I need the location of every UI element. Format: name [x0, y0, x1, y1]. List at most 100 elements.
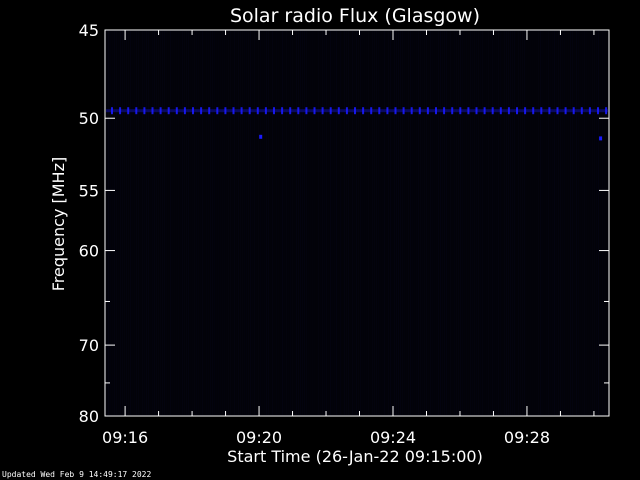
noise-streak: [124, 31, 125, 415]
noise-streak: [106, 31, 107, 415]
noise-streak: [526, 31, 527, 415]
noise-streak: [586, 31, 587, 415]
noise-streak: [294, 31, 295, 415]
noise-streak: [584, 31, 585, 415]
emission-band-dash: [264, 107, 267, 115]
emission-band-dash: [313, 107, 316, 115]
noise-streak: [274, 31, 275, 415]
noise-streak: [348, 31, 349, 415]
noise-streak: [514, 31, 515, 415]
y-tick-label: 55: [79, 181, 99, 200]
emission-band-dash: [208, 107, 211, 115]
noise-streak: [480, 31, 481, 415]
noise-streak: [444, 31, 445, 415]
noise-streak: [112, 31, 113, 415]
noise-streak: [396, 31, 397, 415]
noise-streak: [460, 31, 461, 415]
noise-streak: [290, 31, 291, 415]
noise-streak: [456, 31, 457, 415]
noise-streak: [192, 31, 193, 415]
emission-band-dash: [475, 107, 478, 115]
noise-streak: [508, 31, 509, 415]
noise-streak: [530, 31, 531, 415]
y-tick-label: 70: [79, 336, 99, 355]
noise-streak: [118, 31, 119, 415]
noise-streak: [306, 31, 307, 415]
noise-streak: [604, 31, 605, 415]
noise-streak: [220, 31, 221, 415]
noise-streak: [368, 31, 369, 415]
noise-streak: [236, 31, 237, 415]
noise-streak: [504, 31, 505, 415]
noise-streak: [566, 31, 567, 415]
noise-streak: [570, 31, 571, 415]
noise-streak: [424, 31, 425, 415]
x-tick-label: 09:16: [102, 428, 148, 447]
noise-streak: [164, 31, 165, 415]
noise-streak: [466, 31, 467, 415]
noise-streak: [108, 31, 109, 415]
noise-streak: [366, 31, 367, 415]
noise-streak: [204, 31, 205, 415]
noise-streak: [210, 31, 211, 415]
noise-streak: [224, 31, 225, 415]
noise-streak: [594, 31, 595, 415]
noise-streak: [122, 31, 123, 415]
emission-band-dash: [175, 107, 178, 115]
emission-band-dash: [418, 107, 421, 115]
y-axis: 45 50 55 60 70 80: [79, 21, 609, 426]
noise-streak: [462, 31, 463, 415]
noise-streak: [414, 31, 415, 415]
noise-streak: [144, 31, 145, 415]
noise-streak: [334, 31, 335, 415]
noise-streak: [266, 31, 267, 415]
noise-streak: [276, 31, 277, 415]
noise-streak: [254, 31, 255, 415]
emission-band-dash: [167, 107, 170, 115]
noise-streak: [134, 31, 135, 415]
noise-streak: [272, 31, 273, 415]
emission-band-dash: [516, 107, 518, 115]
noise-streak: [476, 31, 477, 415]
noise-streak: [336, 31, 337, 415]
noise-streak: [420, 31, 421, 415]
noise-streak: [464, 31, 465, 415]
emission-band-line: [106, 109, 608, 113]
noise-streak: [360, 31, 361, 415]
noise-streak: [548, 31, 549, 415]
noise-streak: [432, 31, 433, 415]
noise-streak: [138, 31, 139, 415]
emission-band-dash: [548, 107, 551, 115]
noise-streak: [512, 31, 513, 415]
emission-band-dash: [459, 107, 462, 115]
noise-streak: [580, 31, 581, 415]
emission-band-dash: [572, 107, 575, 115]
noise-streak: [524, 31, 525, 415]
noise-streak: [312, 31, 313, 415]
emission-band-dash: [224, 107, 227, 115]
noise-streak: [374, 31, 375, 415]
emission-band-dash: [273, 107, 275, 115]
noise-streak: [362, 31, 363, 415]
noise-streak: [554, 31, 555, 415]
noise-streak: [126, 31, 127, 415]
noise-streak: [364, 31, 365, 415]
noise-streak: [518, 31, 519, 415]
noise-streak: [252, 31, 253, 415]
noise-streak: [206, 31, 207, 415]
noise-streak: [256, 31, 257, 415]
noise-streak: [114, 31, 115, 415]
noise-streak: [448, 31, 449, 415]
noise-streak: [490, 31, 491, 415]
noise-streak: [494, 31, 495, 415]
emission-band-dash: [362, 107, 365, 115]
y-axis-label: Frequency [MHz]: [49, 157, 68, 291]
noise-streak: [212, 31, 213, 415]
noise-streak: [110, 31, 111, 415]
noise-streak: [182, 31, 183, 415]
noise-streak: [406, 31, 407, 415]
noise-streak: [172, 31, 173, 415]
emission-band-dash: [588, 107, 591, 115]
noise-streak: [394, 31, 395, 415]
